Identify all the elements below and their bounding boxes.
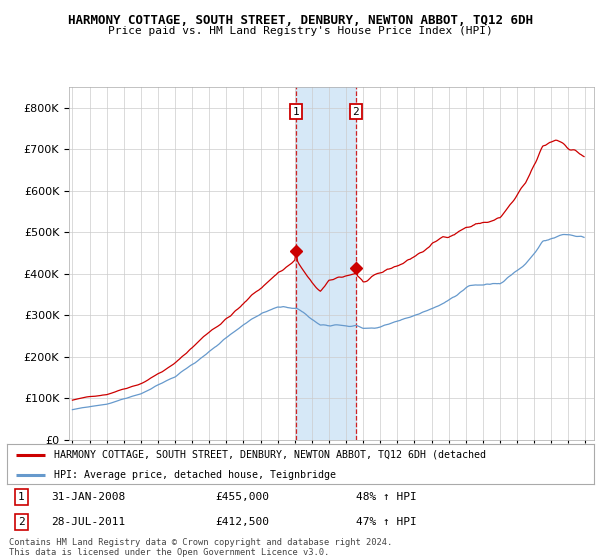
Text: 48% ↑ HPI: 48% ↑ HPI xyxy=(356,492,417,502)
Text: £412,500: £412,500 xyxy=(215,517,269,527)
Text: Contains HM Land Registry data © Crown copyright and database right 2024.
This d: Contains HM Land Registry data © Crown c… xyxy=(9,538,392,557)
Text: HARMONY COTTAGE, SOUTH STREET, DENBURY, NEWTON ABBOT, TQ12 6DH (detached: HARMONY COTTAGE, SOUTH STREET, DENBURY, … xyxy=(54,450,486,460)
Text: 28-JUL-2011: 28-JUL-2011 xyxy=(51,517,125,527)
Bar xyxy=(296,87,356,440)
Text: 31-JAN-2008: 31-JAN-2008 xyxy=(51,492,125,502)
Text: 47% ↑ HPI: 47% ↑ HPI xyxy=(356,517,417,527)
Text: HPI: Average price, detached house, Teignbridge: HPI: Average price, detached house, Teig… xyxy=(54,470,336,480)
Text: Price paid vs. HM Land Registry's House Price Index (HPI): Price paid vs. HM Land Registry's House … xyxy=(107,26,493,36)
Text: £455,000: £455,000 xyxy=(215,492,269,502)
Text: 2: 2 xyxy=(18,517,25,527)
Text: HARMONY COTTAGE, SOUTH STREET, DENBURY, NEWTON ABBOT, TQ12 6DH: HARMONY COTTAGE, SOUTH STREET, DENBURY, … xyxy=(67,14,533,27)
Text: 1: 1 xyxy=(18,492,25,502)
Text: 2: 2 xyxy=(352,107,359,116)
Text: 1: 1 xyxy=(293,107,299,116)
